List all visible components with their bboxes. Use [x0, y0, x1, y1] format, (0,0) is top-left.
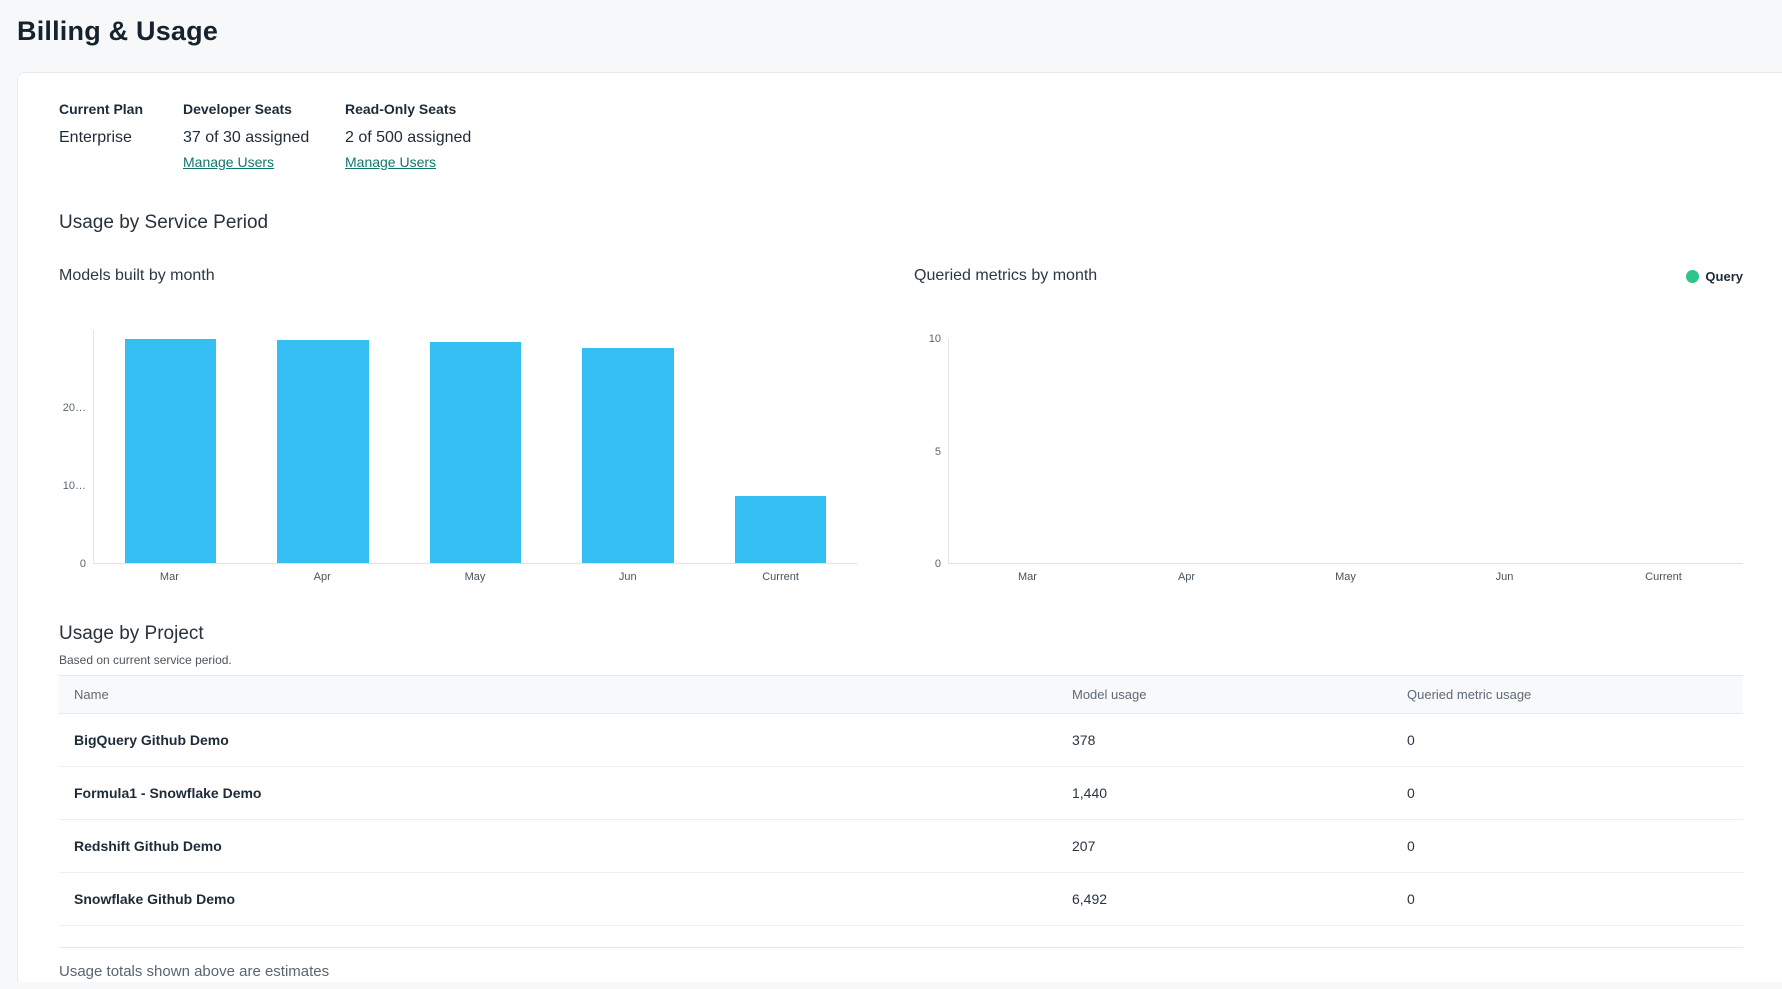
bar-slot: [94, 339, 247, 563]
table-row: BigQuery Github Demo 378 0: [59, 714, 1743, 767]
models-built-chart: Models built by month 0 10… 20… Mar Apr May J…: [59, 266, 857, 583]
usage-by-project-table: Name Model usage Queried metric usage Bi…: [59, 675, 1743, 948]
x-tick-label: Jun: [1495, 571, 1514, 583]
queried-metrics-chart-title: Queried metrics by month: [914, 267, 1098, 284]
developer-seats-column: Developer Seats 37 of 30 assigned Manage…: [183, 101, 345, 172]
model-usage-value: 378: [1072, 732, 1096, 748]
models-built-chart-title: Models built by month: [59, 267, 215, 284]
query-legend: Query: [1686, 269, 1743, 284]
model-usage-value: 207: [1072, 838, 1096, 854]
table-row: Redshift Github Demo 207 0: [59, 820, 1743, 873]
billing-card: Current Plan Enterprise Developer Seats …: [17, 72, 1782, 982]
current-plan-column: Current Plan Enterprise: [59, 101, 183, 172]
current-plan-value: Enterprise: [59, 129, 132, 146]
developer-seats-value: 37 of 30 assigned: [183, 129, 310, 146]
project-name: Redshift Github Demo: [74, 838, 222, 854]
usage-by-project-subtitle: Based on current service period.: [59, 653, 232, 667]
table-row: Snowflake Github Demo 6,492 0: [59, 873, 1743, 926]
y-tick-label: 0: [934, 558, 941, 570]
bar-mar: [124, 339, 217, 563]
bar-jun: [582, 348, 674, 563]
table-header-row: Name Model usage Queried metric usage: [59, 676, 1743, 714]
x-tick-label: May: [464, 571, 486, 583]
page-title: Billing & Usage: [17, 16, 219, 46]
legend-label: Query: [1705, 268, 1743, 284]
project-name: Formula1 - Snowflake Demo: [74, 785, 262, 801]
queried-metric-usage-value: 0: [1407, 838, 1415, 854]
x-tick-label: Apr: [1177, 571, 1196, 583]
legend-dot-icon: [1686, 269, 1700, 283]
y-tick-label: 10…: [62, 480, 86, 492]
project-name: Snowflake Github Demo: [74, 891, 236, 907]
readonly-seats-value: 2 of 500 assigned: [345, 129, 472, 146]
x-tick-label: Apr: [313, 571, 331, 583]
y-tick-label: 10: [928, 333, 941, 345]
bar-apr: [277, 340, 369, 563]
bar-slot: [247, 340, 400, 563]
bar-slot: [399, 342, 552, 563]
usage-estimates-footnote: Usage totals shown above are estimates: [59, 963, 330, 980]
queried-metrics-chart: Queried metrics by month Query 0 5 10 Mar A…: [914, 266, 1743, 583]
bar-may: [429, 342, 522, 563]
manage-users-link-developer[interactable]: Manage Users: [183, 154, 275, 170]
chart-y-axis: 0 10… 20…: [59, 330, 93, 570]
bar-slot: [552, 348, 705, 563]
table-body: BigQuery Github Demo 378 0 Formula1 - Snowf…: [59, 714, 1743, 926]
usage-by-service-period-title: Usage by Service Period: [59, 212, 269, 233]
x-tick-label: Mar: [159, 571, 179, 583]
model-usage-value: 1,440: [1072, 785, 1108, 801]
chart-x-axis: Mar Apr May Jun Current: [948, 571, 1743, 583]
bar-current: [734, 496, 827, 563]
table-empty-row: [59, 926, 1743, 948]
x-tick-label: Current: [762, 571, 799, 583]
project-name: BigQuery Github Demo: [74, 732, 229, 748]
manage-users-link-readonly[interactable]: Manage Users: [345, 154, 437, 170]
x-tick-label: May: [1335, 571, 1356, 583]
current-plan-label: Current Plan: [59, 101, 144, 117]
chart-x-axis: Mar Apr May Jun Current: [93, 571, 857, 583]
column-header-model-usage: Model usage: [1072, 687, 1147, 702]
developer-seats-label: Developer Seats: [183, 101, 292, 117]
bar-slot: [704, 496, 857, 563]
column-header-name: Name: [74, 687, 109, 702]
plan-summary: Current Plan Enterprise Developer Seats …: [59, 101, 1743, 172]
chart-y-axis: 0 5 10: [914, 333, 948, 570]
y-tick-label: 0: [79, 558, 86, 570]
model-usage-value: 6,492: [1072, 891, 1108, 907]
chart-plot: [948, 339, 1743, 564]
readonly-seats-label: Read-Only Seats: [345, 101, 457, 117]
queried-metric-usage-value: 0: [1407, 732, 1415, 748]
x-tick-label: Current: [1645, 571, 1682, 583]
queried-metric-usage-value: 0: [1407, 891, 1415, 907]
x-tick-label: Mar: [1018, 571, 1037, 583]
y-tick-label: 5: [934, 445, 941, 458]
usage-by-project-title: Usage by Project: [59, 623, 204, 644]
queried-metric-usage-value: 0: [1407, 785, 1415, 801]
charts-row: Models built by month 0 10… 20… Mar Apr May J…: [59, 266, 1743, 583]
readonly-seats-column: Read-Only Seats 2 of 500 assigned Manage…: [345, 101, 471, 172]
x-tick-label: Jun: [618, 571, 637, 583]
column-header-queried-metric-usage: Queried metric usage: [1407, 687, 1532, 702]
chart-plot: [93, 330, 857, 564]
table-row: Formula1 - Snowflake Demo 1,440 0: [59, 767, 1743, 820]
y-tick-label: 20…: [62, 402, 86, 414]
